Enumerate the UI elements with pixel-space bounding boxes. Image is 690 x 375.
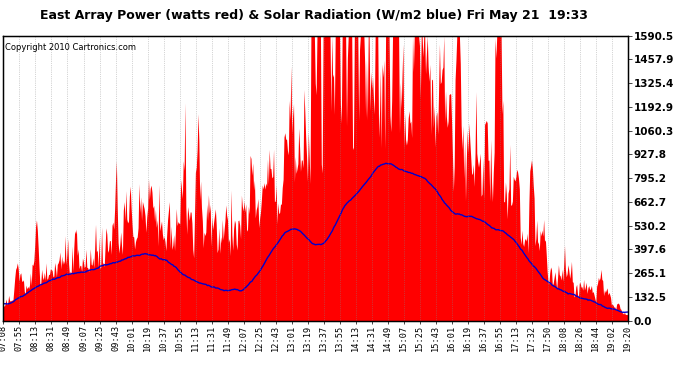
Text: Copyright 2010 Cartronics.com: Copyright 2010 Cartronics.com [6,43,137,52]
Text: East Array Power (watts red) & Solar Radiation (W/m2 blue) Fri May 21  19:33: East Array Power (watts red) & Solar Rad… [40,9,588,22]
